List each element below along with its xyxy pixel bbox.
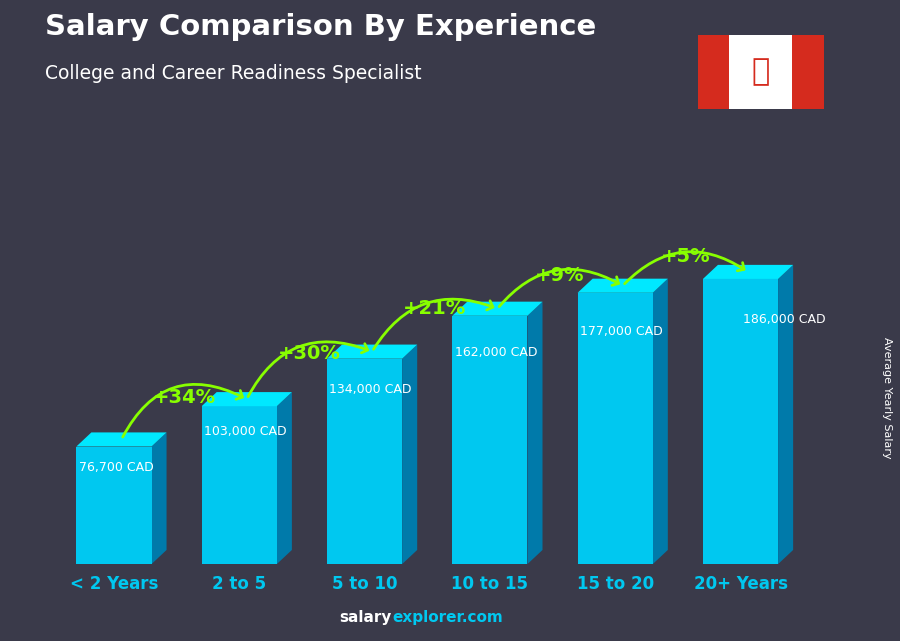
Polygon shape — [527, 302, 543, 564]
Text: 177,000 CAD: 177,000 CAD — [580, 326, 663, 338]
Text: +21%: +21% — [403, 299, 466, 318]
Text: 🍁: 🍁 — [752, 57, 770, 86]
Polygon shape — [652, 279, 668, 564]
Text: +30%: +30% — [278, 344, 341, 363]
Polygon shape — [453, 302, 543, 316]
Polygon shape — [402, 345, 418, 564]
Bar — [453, 316, 527, 564]
Text: College and Career Readiness Specialist: College and Career Readiness Specialist — [45, 64, 421, 83]
Text: +34%: +34% — [152, 388, 216, 407]
Polygon shape — [151, 433, 166, 564]
Bar — [578, 293, 652, 564]
Bar — [698, 35, 729, 109]
Bar — [202, 406, 277, 564]
Bar — [327, 359, 402, 564]
Text: 186,000 CAD: 186,000 CAD — [743, 313, 825, 326]
Text: Salary Comparison By Experience: Salary Comparison By Experience — [45, 13, 596, 41]
Text: +5%: +5% — [661, 247, 710, 267]
Polygon shape — [703, 265, 793, 279]
Text: 162,000 CAD: 162,000 CAD — [454, 345, 537, 358]
Bar — [703, 279, 778, 564]
Text: 134,000 CAD: 134,000 CAD — [329, 383, 412, 396]
Text: salary: salary — [339, 610, 392, 625]
Text: explorer.com: explorer.com — [392, 610, 503, 625]
Bar — [76, 447, 151, 564]
Bar — [792, 35, 824, 109]
Text: 103,000 CAD: 103,000 CAD — [204, 425, 287, 438]
Polygon shape — [277, 392, 292, 564]
Polygon shape — [202, 392, 292, 406]
Polygon shape — [778, 265, 793, 564]
Polygon shape — [76, 433, 166, 447]
Polygon shape — [327, 345, 418, 359]
Text: Average Yearly Salary: Average Yearly Salary — [881, 337, 892, 458]
Text: 76,700 CAD: 76,700 CAD — [79, 461, 154, 474]
Text: +9%: +9% — [536, 266, 585, 285]
Polygon shape — [578, 279, 668, 293]
